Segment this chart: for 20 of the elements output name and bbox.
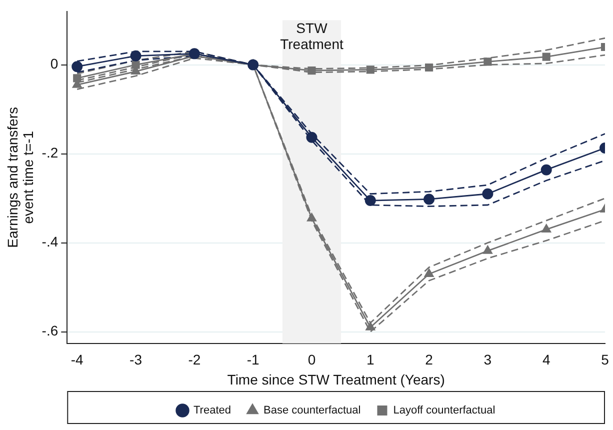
x-tick-label: 2 [425, 352, 434, 368]
y-tick-label: 0 [50, 56, 58, 72]
x-tick-label: -4 [70, 352, 84, 368]
x-tick-label: 0 [308, 352, 316, 368]
x-tick-label: 1 [366, 352, 374, 368]
y-tick-label: -.4 [42, 234, 58, 250]
x-tick-label: -3 [130, 352, 142, 368]
x-tick-label: -1 [246, 352, 260, 368]
x-tick-label: 4 [542, 352, 550, 368]
x-tick-label: 5 [601, 352, 610, 368]
band-label: STW Treatment [280, 20, 344, 52]
y-tick-label: -.2 [42, 144, 58, 161]
x-tick-label: 3 [484, 352, 492, 368]
x-tick-label: -2 [188, 352, 201, 368]
y-axis-title: Earnings and transfers event time t=-1 [4, 106, 36, 248]
legend-label: Base counterfactual [263, 404, 361, 417]
x-axis-title: Time since STW Treatment (Years) [227, 371, 445, 388]
legend-label: Layoff counterfactual [393, 404, 496, 417]
y-tick-label: -.6 [42, 322, 58, 339]
legend-label: Treated [193, 404, 232, 417]
